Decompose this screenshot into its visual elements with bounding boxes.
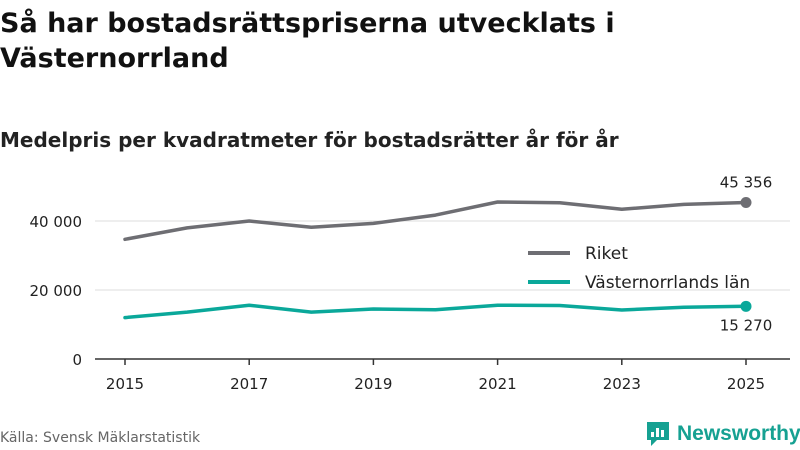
brand-logo[interactable]: Newsworthy [645, 419, 800, 449]
grid-lines [95, 220, 790, 291]
chart-subtitle: Medelpris per kvadratmeter för bostadsrä… [0, 128, 619, 152]
x-tick-label: 2025 [727, 375, 765, 393]
y-tick-label: 0 [72, 351, 82, 369]
y-tick-label: 40 000 [30, 213, 83, 231]
x-tick-label: 2021 [479, 375, 517, 393]
data-label: 15 270 [720, 316, 773, 334]
series-line-riket [123, 200, 748, 242]
x-tick-label: 2015 [106, 375, 144, 393]
chart-legend: Riket Västernorrlands län [528, 244, 750, 293]
series-line-lan [123, 303, 748, 320]
x-tick-label: 2019 [354, 375, 392, 393]
chart-axes: 0 20 000 40 000 2015 2017 2019 2021 2023 2025 [30, 213, 790, 393]
page-title: Så har bostadsrättspriserna utvecklats i… [0, 8, 615, 74]
series-lines [123, 197, 752, 320]
legend-label: Riket [585, 244, 628, 264]
x-tick-label: 2017 [230, 375, 268, 393]
data-labels: 45 356 15 270 [720, 174, 773, 335]
series-end-marker [740, 197, 752, 209]
series-end-marker [740, 300, 752, 312]
brand-name: Newsworthy [677, 422, 800, 445]
legend-label: Västernorrlands län [585, 273, 750, 293]
y-tick-label: 20 000 [30, 282, 83, 300]
source-note: Källa: Svensk Mäklarstatistik [0, 430, 201, 446]
newsworthy-logo-icon [647, 422, 669, 446]
x-tick-label: 2023 [603, 375, 641, 393]
data-label: 45 356 [720, 174, 773, 192]
